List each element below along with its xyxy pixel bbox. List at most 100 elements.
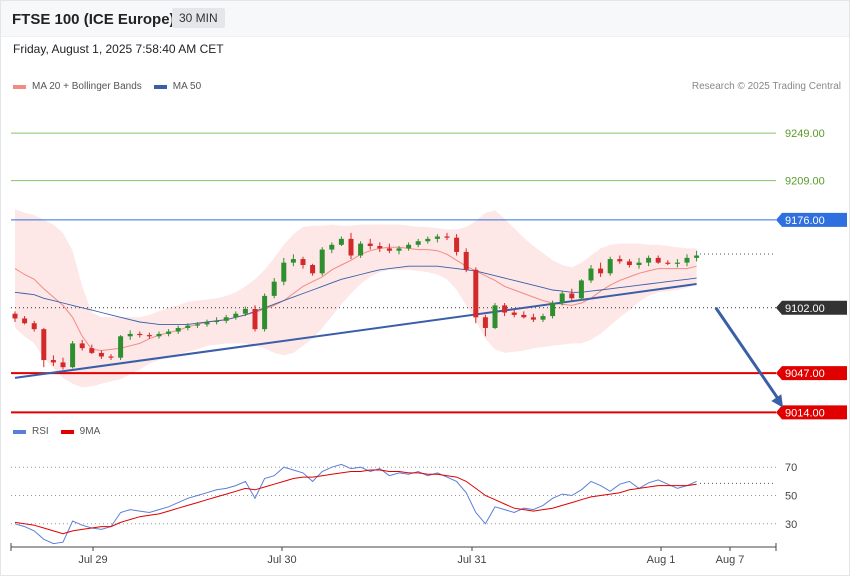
level-tag-bg xyxy=(776,405,847,420)
candle-body xyxy=(204,322,210,325)
main-legend: MA 20 + Bollinger Bands MA 50 xyxy=(13,81,213,92)
candle-body xyxy=(338,238,344,245)
candle-body xyxy=(540,316,546,320)
legend-label-ma50: MA 50 xyxy=(172,81,202,92)
rsi-tick-label: 70 xyxy=(785,462,797,474)
candle-body xyxy=(60,362,66,368)
candle-body xyxy=(636,262,642,266)
candle-body xyxy=(329,244,335,250)
candle-body xyxy=(607,259,613,274)
legend-item-9ma: 9MA xyxy=(60,426,101,437)
candle-body xyxy=(396,248,402,251)
candle-body xyxy=(262,295,268,330)
level-value-label: 9249.00 xyxy=(785,128,825,140)
legend-label-9ma: 9MA xyxy=(79,426,101,437)
level-value-label: 9176.00 xyxy=(785,215,825,227)
forecast-arrow-shaft xyxy=(714,306,782,403)
level-tag-bg xyxy=(776,212,847,227)
candle-body xyxy=(271,281,277,296)
level-tag-3: 9102.00 xyxy=(776,300,847,315)
legend-swatch-9ma xyxy=(60,429,74,434)
candle-body xyxy=(646,257,652,263)
candle-body xyxy=(300,259,306,266)
legend-swatch-bollinger xyxy=(13,84,26,89)
legend-item-rsi: RSI xyxy=(13,426,49,437)
level-tag-5: 9014.00 xyxy=(776,405,847,420)
candle-body xyxy=(89,348,95,353)
candle-body xyxy=(482,317,488,328)
candle-body xyxy=(242,308,248,314)
candle-body xyxy=(22,318,28,324)
x-axis-label: Aug 7 xyxy=(716,554,745,566)
forecast-arrow-head xyxy=(771,394,783,408)
x-axis-label: Aug 1 xyxy=(647,554,676,566)
interval-button[interactable]: 30 MIN xyxy=(172,8,225,28)
rsi-legend: RSI 9MA xyxy=(13,426,112,437)
candle-body xyxy=(463,251,469,270)
candle-body xyxy=(108,356,114,358)
candle-body xyxy=(79,343,85,349)
candle-body xyxy=(694,255,700,258)
candle-body xyxy=(530,317,536,320)
candle-body xyxy=(98,352,104,357)
candle-body xyxy=(281,262,287,282)
level-tag-1: 9209.00 xyxy=(785,176,825,188)
legend-swatch-ma50 xyxy=(153,84,167,89)
x-axis-label: Jul 29 xyxy=(78,554,107,566)
candle-body xyxy=(310,265,316,274)
bollinger-band xyxy=(15,209,697,388)
candle-body xyxy=(425,238,431,242)
candle-body xyxy=(137,333,143,336)
level-tag-0: 9249.00 xyxy=(785,128,825,140)
level-tag-bg xyxy=(776,300,847,315)
candle-body xyxy=(550,303,556,317)
level-value-label: 9047.00 xyxy=(785,368,825,380)
candle-body xyxy=(415,241,421,245)
candle-body xyxy=(31,323,37,330)
candle-body xyxy=(214,320,220,323)
rsi-tick-label: 50 xyxy=(785,491,797,503)
candle-body xyxy=(367,243,373,246)
candle-body xyxy=(223,317,229,321)
level-value-label: 9102.00 xyxy=(785,303,825,315)
candle-body xyxy=(444,236,450,238)
x-axis-label: Jul 31 xyxy=(457,554,486,566)
candle-body xyxy=(511,312,517,315)
candle-body xyxy=(50,360,56,363)
support-trendline xyxy=(14,283,697,379)
candle-body xyxy=(185,325,191,328)
candle-body xyxy=(617,259,623,262)
level-value-label: 9209.00 xyxy=(785,176,825,188)
rsi-line xyxy=(14,463,697,545)
candle-body xyxy=(502,305,508,313)
candle-body xyxy=(674,262,680,264)
candle-body xyxy=(598,268,604,274)
candle-body xyxy=(569,293,575,299)
candle-body xyxy=(319,249,325,274)
timestamp: Friday, August 1, 2025 7:58:40 AM CET xyxy=(13,42,224,56)
candle-body xyxy=(175,327,181,332)
candle-body xyxy=(473,269,479,318)
candle-body xyxy=(252,308,258,330)
legend-item-bollinger: MA 20 + Bollinger Bands xyxy=(13,81,142,92)
candle-body xyxy=(194,324,200,326)
ma20-line xyxy=(14,246,697,352)
level-tag-bg xyxy=(776,366,847,381)
candle-body xyxy=(492,305,498,328)
candle-body xyxy=(655,257,661,263)
candle-body xyxy=(406,244,412,249)
legend-label-bollinger: MA 20 + Bollinger Bands xyxy=(32,81,142,92)
candle-body xyxy=(156,333,162,337)
level-tag-4: 9047.00 xyxy=(776,366,847,381)
level-tag-2: 9176.00 xyxy=(776,212,847,227)
candle-body xyxy=(127,333,133,337)
candle-body xyxy=(665,262,671,264)
level-value-label: 9014.00 xyxy=(785,407,825,419)
candle-body xyxy=(290,259,296,263)
candle-body xyxy=(578,280,584,299)
candle-body xyxy=(146,335,152,337)
candle-body xyxy=(521,314,527,318)
candle-body xyxy=(588,268,594,281)
candle-body xyxy=(684,257,690,263)
